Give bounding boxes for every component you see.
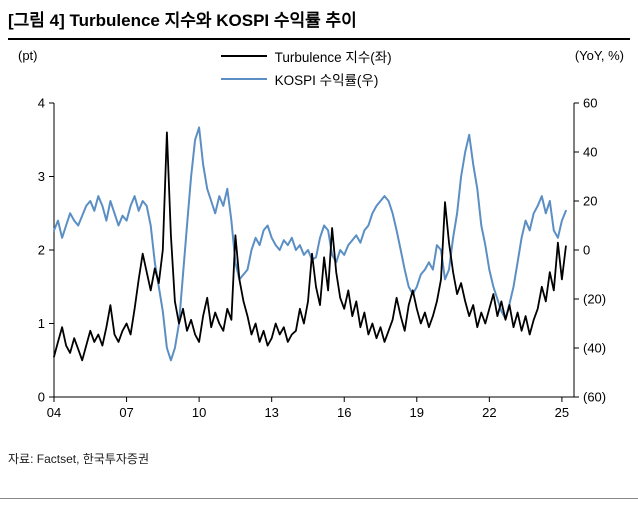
legend-item-kospi: KOSPI 수익률(우)	[220, 69, 379, 89]
right-axis-tick-label: (60)	[583, 390, 606, 405]
right-axis-unit-label: (YoY, %)	[574, 48, 624, 64]
left-axis-tick-label: 4	[38, 96, 45, 111]
chart-head: (pt) Turbulence 지수(좌) KOSPI 수익률(우) (YoY,…	[18, 46, 624, 89]
x-axis-tick-label: 13	[264, 405, 278, 420]
chart-area: (pt) Turbulence 지수(좌) KOSPI 수익률(우) (YoY,…	[0, 40, 638, 436]
turbulence-line	[53, 131, 567, 362]
legend-item-turbulence: Turbulence 지수(좌)	[220, 46, 392, 66]
legend-label-turbulence: Turbulence 지수(좌)	[274, 50, 392, 66]
x-axis-tick-label: 04	[47, 405, 61, 420]
x-axis-tick-label: 19	[410, 405, 424, 420]
left-axis-tick-label: 1	[38, 316, 45, 331]
kospi-return-line	[53, 126, 567, 362]
kospi-line-swatch	[220, 78, 267, 81]
x-axis-tick-label: 22	[482, 405, 496, 420]
legend-label-kospi: KOSPI 수익률(우)	[274, 73, 379, 89]
left-axis-unit-label: (pt)	[18, 48, 38, 64]
left-axis-tick-label: 3	[38, 169, 45, 184]
x-axis-tick-label: 25	[555, 405, 569, 420]
left-axis-tick-label: 2	[38, 243, 45, 258]
page-bottom-divider	[0, 498, 638, 499]
right-axis-tick-label: 20	[583, 194, 597, 209]
source-note: 자료: Factset, 한국투자증권	[8, 452, 150, 466]
left-axis-tick-label: 0	[38, 390, 45, 405]
title-divider	[8, 38, 630, 41]
turbulence-line-swatch	[220, 55, 267, 58]
figure-title: [그림 4] Turbulence 지수와 KOSPI 수익률 추이	[8, 11, 357, 30]
x-axis-tick-label: 16	[337, 405, 351, 420]
right-axis-tick-label: (20)	[583, 292, 606, 307]
x-axis-tick-label: 07	[119, 405, 133, 420]
right-axis-tick-label: 0	[583, 243, 590, 258]
line-chart: 0 1 2 3 4 60 40 20 0 (20) (40) (60) 04 07 10 13 16 19 22 25	[38, 96, 606, 421]
figure-header: [그림 4] Turbulence 지수와 KOSPI 수익률 추이	[0, 0, 638, 41]
chart-legend: Turbulence 지수(좌) KOSPI 수익률(우)	[220, 46, 392, 89]
right-axis-tick-label: 60	[583, 96, 597, 111]
right-axis-tick-label: 40	[583, 145, 597, 160]
right-axis-tick-label: (40)	[583, 341, 606, 356]
x-axis-tick-label: 10	[192, 405, 206, 420]
